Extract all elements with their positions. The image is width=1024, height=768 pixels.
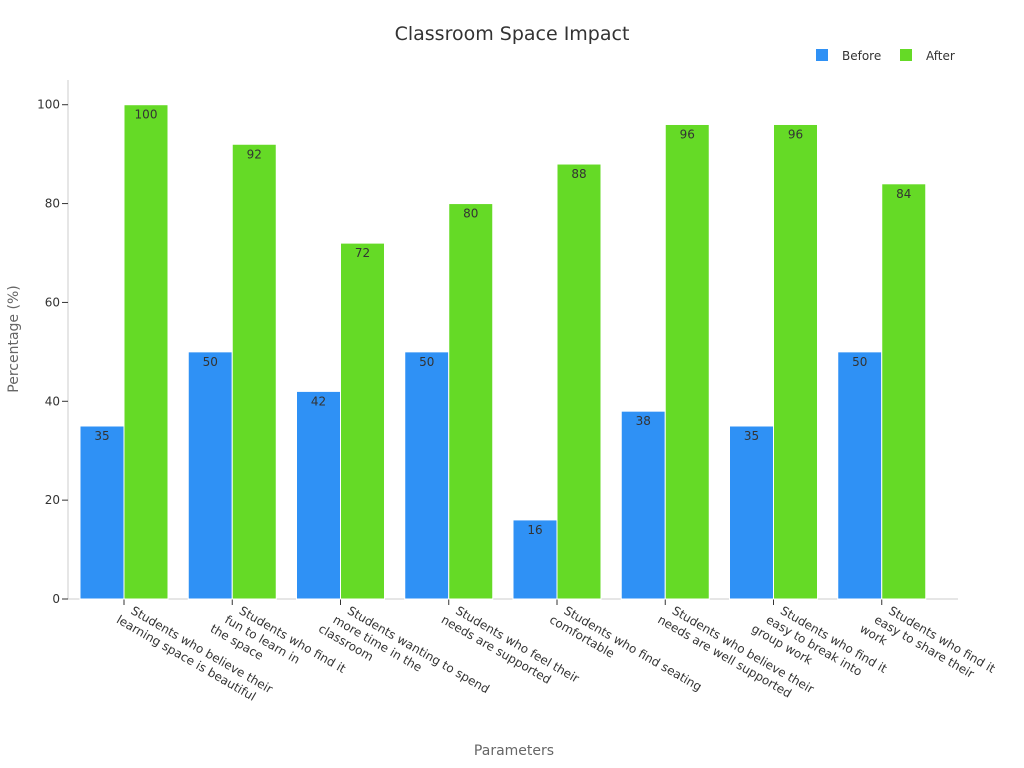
bar-after — [773, 123, 818, 600]
bar-after — [231, 143, 277, 600]
chart-title: Classroom Space Impact — [395, 23, 630, 45]
legend-label: Before — [842, 49, 881, 63]
bar-before — [729, 425, 774, 600]
data-label: 38 — [636, 414, 651, 428]
x-tick-label: Students who feel theirneeds are support… — [439, 599, 582, 698]
x-axis: Students who believe theirlearning space… — [68, 595, 998, 704]
bar-after — [340, 242, 385, 600]
data-label: 88 — [571, 167, 586, 181]
y-tick-label: 60 — [45, 295, 60, 309]
bar-before — [79, 425, 125, 600]
bar-after — [881, 183, 927, 600]
y-tick-label: 100 — [37, 98, 60, 112]
bar-before — [620, 410, 666, 600]
data-label: 16 — [527, 523, 542, 537]
bar-before — [404, 351, 450, 600]
bars: 35 100 50 92 42 72 50 80 16 88 38 96 35 96 50 84 — [79, 104, 927, 600]
bar-before — [296, 390, 341, 600]
y-tick-label: 40 — [45, 394, 60, 408]
bar-after — [123, 104, 169, 600]
y-tick-label: 0 — [52, 592, 60, 606]
data-label: 84 — [896, 187, 911, 201]
bar-after — [556, 163, 602, 600]
data-label: 96 — [788, 127, 803, 141]
y-axis-title: Percentage (%) — [6, 285, 22, 392]
data-label: 92 — [247, 147, 262, 161]
data-label: 42 — [311, 394, 326, 408]
legend-label: After — [926, 49, 955, 63]
y-axis: 0 20 40 60 80 100 — [37, 80, 69, 606]
legend: Before After — [816, 49, 955, 63]
data-label: 50 — [852, 355, 867, 369]
data-label: 96 — [680, 127, 695, 141]
bar-before — [187, 351, 233, 600]
data-label: 100 — [135, 108, 158, 122]
legend-swatch-after — [900, 49, 912, 61]
data-label: 80 — [463, 207, 478, 221]
data-label: 50 — [203, 355, 218, 369]
data-label: 35 — [94, 429, 109, 443]
x-axis-title: Parameters — [474, 743, 554, 759]
bar-before — [837, 351, 883, 600]
data-label: 72 — [355, 246, 370, 260]
data-label: 35 — [744, 429, 759, 443]
x-tick-label: Students who find iteasy to share theirw… — [857, 595, 997, 702]
bar-before — [512, 519, 558, 600]
data-label: 50 — [419, 355, 434, 369]
y-tick-label: 20 — [45, 493, 60, 507]
y-tick-label: 80 — [45, 197, 60, 211]
legend-swatch-before — [816, 49, 828, 61]
bar-after — [448, 203, 494, 600]
bar-after — [664, 123, 710, 600]
